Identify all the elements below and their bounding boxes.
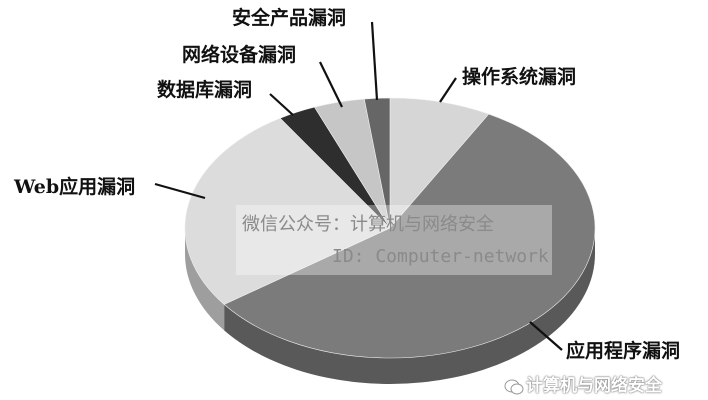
slice-web <box>184 117 391 305</box>
label-os-vuln: 操作系统漏洞 <box>462 66 577 88</box>
leader-line-secprod <box>370 21 379 101</box>
watermark-line2: ID: Computer-network <box>332 246 549 267</box>
watermark-box <box>236 205 552 275</box>
leader-line-os <box>439 77 457 103</box>
watermark-line1: 微信公众号：计算机与网络安全 <box>242 214 494 235</box>
leader-line-app <box>529 321 563 351</box>
label-secprod-vuln: 安全产品漏洞 <box>232 7 347 29</box>
slice-app <box>223 113 596 359</box>
leader-line-db <box>269 93 294 116</box>
slice-side-app <box>224 228 595 385</box>
label-netdev-vuln: 网络设备漏洞 <box>182 44 297 66</box>
label-db-vuln: 数据库漏洞 <box>157 79 253 101</box>
leader-line-web <box>154 182 206 200</box>
wechat-icon <box>504 379 524 395</box>
slice-side-web <box>185 228 225 331</box>
watermark-footer: 计算机与网络安全 <box>526 376 662 396</box>
label-app-vuln: 应用程序漏洞 <box>566 340 681 362</box>
label-web-vuln: Web应用漏洞 <box>14 176 136 198</box>
leader-line-netdev <box>319 61 343 108</box>
